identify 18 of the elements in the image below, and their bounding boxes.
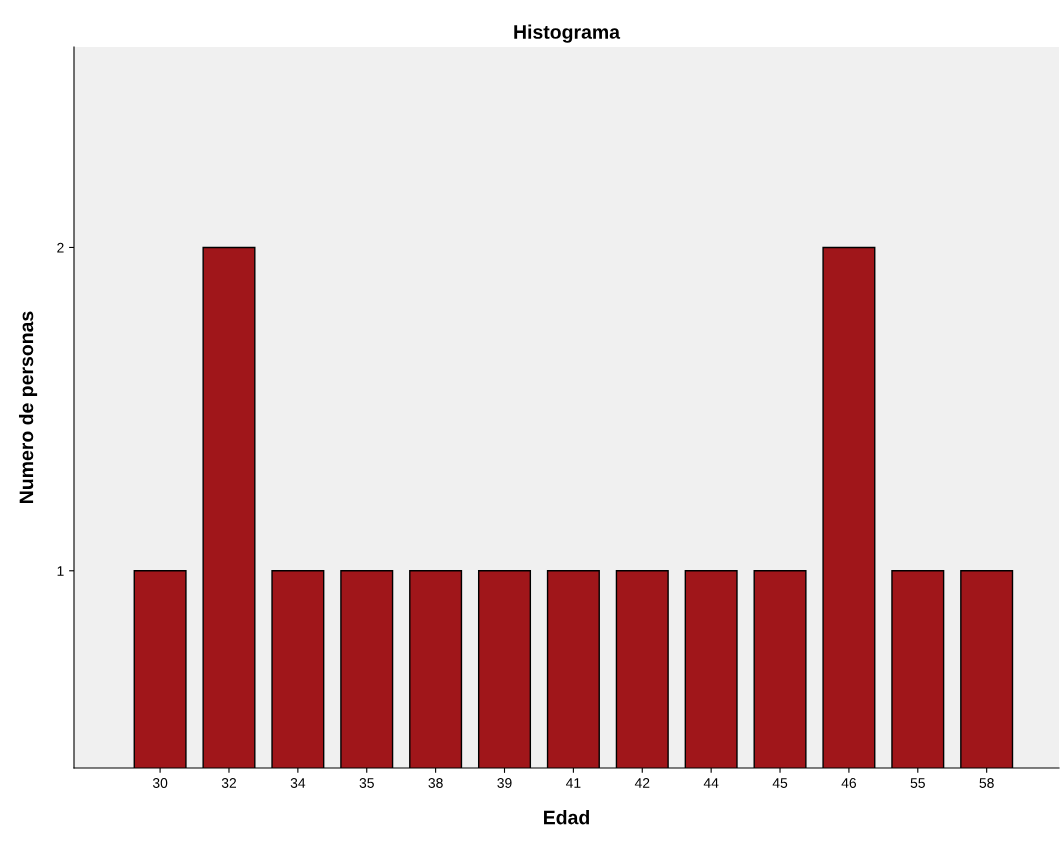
x-tick-label: 46 [841,778,857,788]
y-axis-title: Numero de personas [18,311,38,503]
y-tick-label: 2 [57,242,64,253]
x-tick-label: 41 [565,778,581,788]
chart-title: Histograma [514,24,621,43]
x-tick-label: 38 [428,778,443,788]
x-tick-label: 30 [152,778,168,788]
x-tick-label: 58 [979,778,994,788]
x-tick-label: 42 [634,778,650,788]
x-tick-label: 39 [497,778,512,788]
x-axis-title: Edad [544,810,589,825]
x-tick-label: 32 [221,778,237,788]
x-tick-label: 44 [703,778,719,788]
x-tick-label: 55 [910,778,925,788]
x-tick-label: 34 [290,778,306,788]
x-tick-label: 35 [359,778,374,788]
y-tick-label: 1 [57,566,64,576]
x-tick-label: 45 [772,778,788,788]
